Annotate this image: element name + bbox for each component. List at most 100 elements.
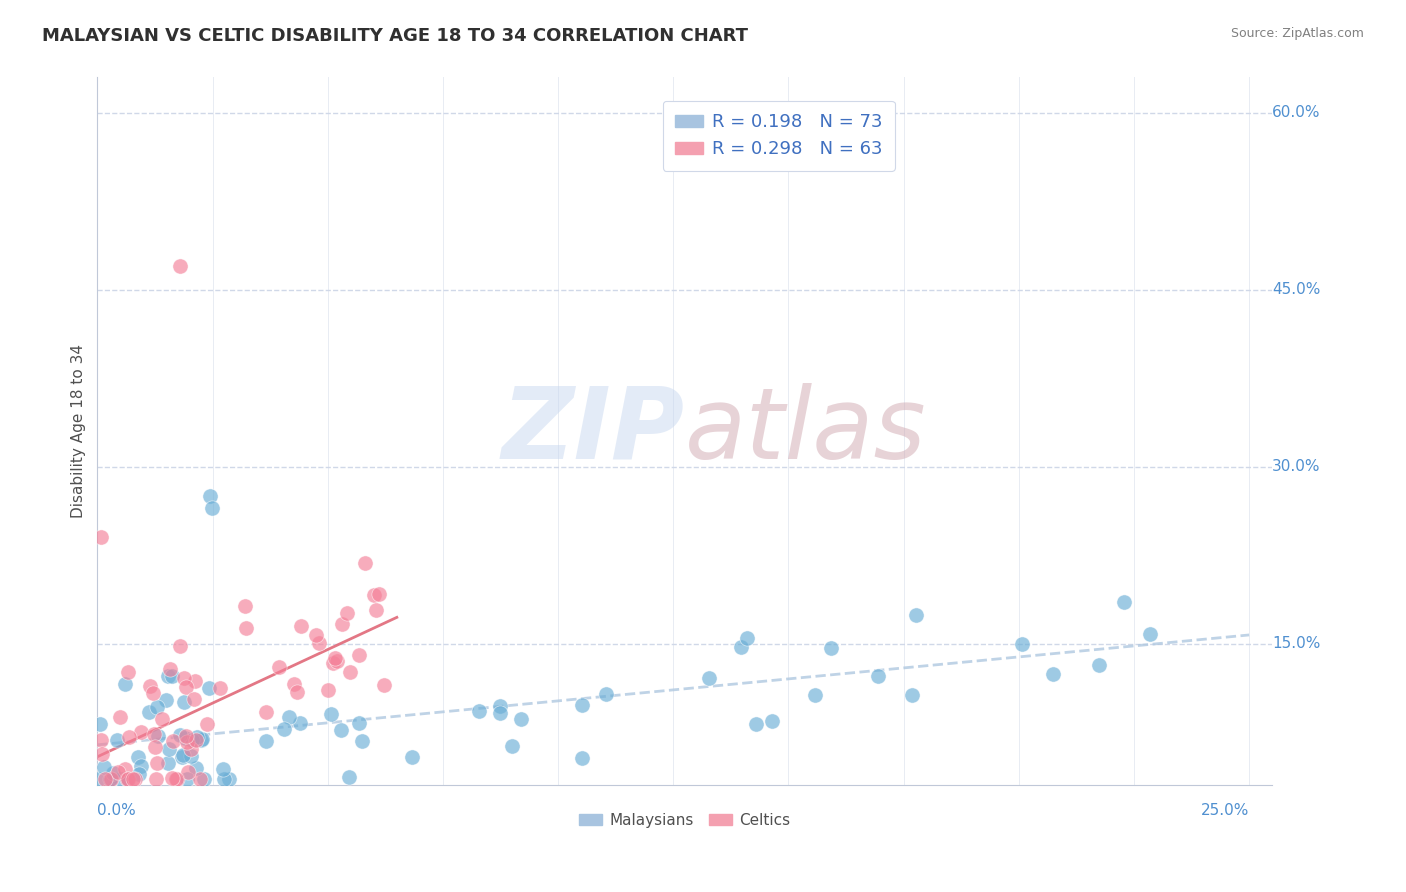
Point [117, 772, 139, 787]
Point [273, 723, 295, 737]
Point [100, 772, 122, 787]
Text: atlas: atlas [685, 383, 927, 480]
Point [198, 489, 221, 503]
Point [233, 599, 256, 613]
Point [173, 671, 195, 685]
Point [1011, 637, 1033, 651]
Point [352, 734, 374, 748]
Point [489, 706, 512, 721]
Point [195, 717, 218, 731]
Point [188, 772, 211, 787]
Point [368, 587, 391, 601]
Text: ZIP: ZIP [502, 383, 685, 480]
Point [157, 669, 180, 683]
Point [363, 588, 385, 602]
Point [349, 648, 371, 663]
Point [235, 622, 257, 636]
Point [101, 765, 124, 780]
Point [159, 742, 181, 756]
Text: 0.0%: 0.0% [97, 803, 136, 818]
Text: 15.0%: 15.0% [1272, 636, 1320, 651]
Point [176, 735, 198, 749]
Point [169, 728, 191, 742]
Point [254, 705, 277, 719]
Point [509, 712, 531, 726]
Point [162, 668, 184, 682]
Point [118, 730, 141, 744]
Point [114, 762, 136, 776]
Point [283, 677, 305, 691]
Point [176, 772, 198, 787]
Point [364, 603, 387, 617]
Point [571, 698, 593, 712]
Point [1139, 627, 1161, 641]
Point [336, 607, 359, 621]
Point [89, 717, 111, 731]
Point [105, 732, 128, 747]
Point [124, 772, 146, 787]
Point [595, 687, 617, 701]
Point [900, 688, 922, 702]
Point [868, 669, 890, 683]
Point [339, 665, 361, 680]
Point [735, 632, 758, 646]
Point [159, 662, 181, 676]
Point [172, 747, 194, 762]
Point [1088, 658, 1111, 673]
Point [290, 619, 312, 633]
Point [90, 530, 112, 544]
Point [332, 616, 354, 631]
Point [117, 772, 139, 787]
Point [212, 772, 235, 787]
Point [571, 750, 593, 764]
Point [308, 636, 330, 650]
Point [305, 628, 328, 642]
Point [373, 678, 395, 692]
Point [146, 699, 169, 714]
Point [162, 733, 184, 747]
Point [122, 772, 145, 787]
Point [488, 699, 510, 714]
Point [349, 715, 371, 730]
Point [184, 673, 207, 688]
Point [93, 760, 115, 774]
Point [87, 772, 110, 787]
Point [804, 688, 827, 702]
Point [148, 729, 170, 743]
Point [131, 758, 153, 772]
Point [184, 733, 207, 747]
Point [146, 756, 169, 770]
Point [323, 650, 346, 665]
Text: Source: ZipAtlas.com: Source: ZipAtlas.com [1230, 27, 1364, 40]
Point [90, 732, 112, 747]
Point [142, 686, 165, 700]
Point [107, 764, 129, 779]
Point [174, 729, 197, 743]
Point [180, 749, 202, 764]
Point [1112, 595, 1135, 609]
Point [98, 772, 121, 787]
Point [337, 770, 360, 784]
Point [176, 764, 198, 779]
Point [169, 259, 191, 273]
Point [114, 677, 136, 691]
Point [166, 772, 188, 787]
Point [143, 727, 166, 741]
Point [174, 731, 197, 745]
Point [170, 749, 193, 764]
Point [150, 712, 173, 726]
Point [143, 740, 166, 755]
Point [197, 681, 219, 696]
Point [94, 772, 117, 787]
Point [401, 750, 423, 764]
Point [186, 731, 208, 745]
Point [117, 665, 139, 679]
Point [325, 654, 347, 668]
Point [1042, 667, 1064, 681]
Point [174, 681, 197, 695]
Point [169, 639, 191, 653]
Point [254, 734, 277, 748]
Point [316, 683, 339, 698]
Point [90, 747, 112, 762]
Point [173, 695, 195, 709]
